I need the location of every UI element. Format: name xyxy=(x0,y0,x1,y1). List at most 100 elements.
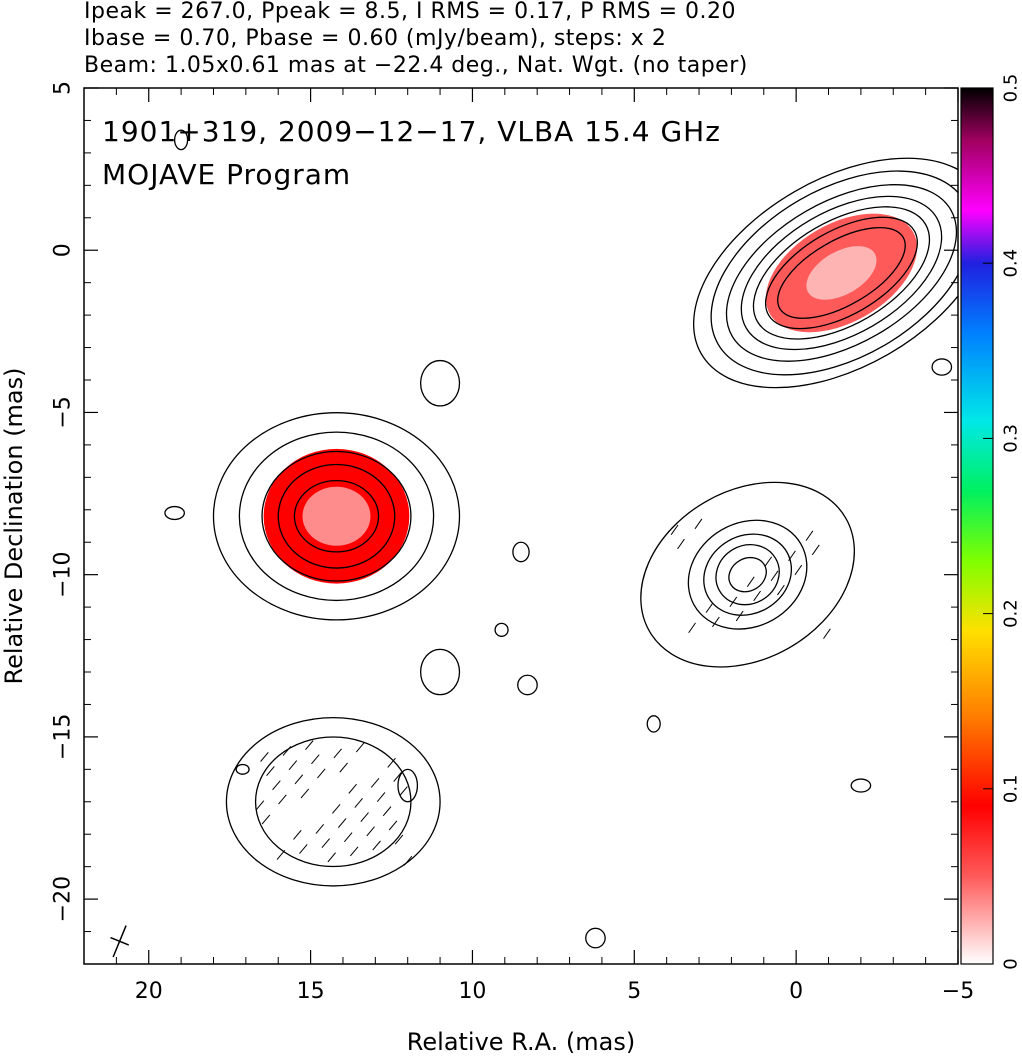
intensity-contours xyxy=(110,129,958,958)
contour-core-6 xyxy=(692,157,958,389)
contour-core-3 xyxy=(740,195,943,351)
isolated-contour-12 xyxy=(397,768,419,803)
evpa-stick-knot-C-36 xyxy=(355,742,365,753)
evpa-stick-knot-C-35 xyxy=(261,814,271,825)
isolated-contour-1 xyxy=(420,648,461,696)
isolated-contour-6 xyxy=(512,541,530,563)
evpa-stick-knot-B-14 xyxy=(794,564,803,576)
evpa-stick-knot-C-24 xyxy=(272,780,281,791)
y-tick-label: −10 xyxy=(51,551,76,597)
evpa-stick-knot-C-29 xyxy=(294,774,304,785)
y-tick-label: −15 xyxy=(51,714,76,760)
evpa-stick-knot-C-6 xyxy=(370,777,380,788)
evpa-stick-knot-C-17 xyxy=(360,812,369,823)
isolated-contour-7 xyxy=(494,622,509,637)
program-annotation: MOJAVE Program xyxy=(102,158,351,191)
evpa-stick-knot-C-5 xyxy=(276,850,286,860)
contour-knot-A-3 xyxy=(238,431,435,602)
evpa-stick-knot-C-11 xyxy=(393,772,402,782)
y-tick-label: −5 xyxy=(51,396,76,428)
evpa-stick-knot-C-7 xyxy=(315,824,325,834)
source-annotation: 1901+319, 2009−12−17, VLBA 15.4 GHz xyxy=(102,115,721,148)
isolated-contour-0 xyxy=(420,359,461,407)
evpa-stick-knot-C-33 xyxy=(372,840,381,851)
evpa-stick-knot-C-27 xyxy=(255,800,265,811)
evpa-stick-knot-C-25 xyxy=(366,826,375,837)
evpa-stick-knot-C-13 xyxy=(282,746,292,756)
contour-knot-C-1 xyxy=(225,716,441,887)
isolated-contour-9 xyxy=(585,927,606,949)
x-tick-label: 20 xyxy=(135,979,163,1004)
pol-core-knot-A xyxy=(302,486,371,546)
plot-frame xyxy=(83,87,959,965)
evpa-stick-knot-C-37 xyxy=(300,788,310,799)
contour-knot-A-1 xyxy=(277,463,396,569)
colorbar-tick-label: 0.4 xyxy=(1000,249,1021,278)
x-tick-label: 10 xyxy=(458,979,486,1004)
colorbar-tick-label: 0 xyxy=(1000,958,1021,969)
header-line-2: Ibase = 0.70, Pbase = 0.60 (mJy/beam), s… xyxy=(84,26,667,51)
evpa-stick-knot-C-8 xyxy=(260,751,269,762)
colorbar-gradient xyxy=(960,87,994,965)
contour-knot-B-4 xyxy=(640,481,856,668)
contour-knot-B-1 xyxy=(715,544,780,606)
evpa-stick-knot-C-3 xyxy=(387,757,396,768)
evpa-stick-knot-C-12 xyxy=(337,818,347,828)
beam-minor xyxy=(110,936,130,946)
x-tick-label: −5 xyxy=(942,979,974,1004)
evpa-stick-knot-B-3 xyxy=(805,530,814,541)
evpa-stick-knot-C-15 xyxy=(321,838,331,849)
evpa-stick-knot-B-0 xyxy=(823,628,831,639)
evpa-stick-knot-C-2 xyxy=(293,829,302,840)
evpa-stick-knot-C-31 xyxy=(333,748,342,759)
evpa-stick-knot-C-16 xyxy=(266,766,275,776)
evpa-stick-knot-C-26 xyxy=(311,754,320,765)
isolated-contour-10 xyxy=(850,778,872,793)
evpa-stick-knot-C-34 xyxy=(317,768,326,779)
axis-ticks: 20 15 10 5 0 −5 5 0 −5 −10 −15 −20 xyxy=(51,81,975,1004)
evpa-stick-knot-C-0 xyxy=(403,855,413,866)
evpa-stick-knot-C-32 xyxy=(278,794,287,805)
contour-knot-A-2 xyxy=(261,450,412,582)
evpa-stick-knot-C-30 xyxy=(388,820,398,831)
contour-core-1 xyxy=(764,216,918,330)
evpa-stick-knot-C-21 xyxy=(288,760,298,771)
evpa-stick-knot-C-22 xyxy=(382,806,392,817)
evpa-stick-knot-B-10 xyxy=(712,616,720,628)
pol-core-core xyxy=(806,246,877,300)
contour-core-0 xyxy=(777,226,906,319)
evpa-stick-knot-B-13 xyxy=(694,518,703,530)
isolated-contour-5 xyxy=(235,763,250,775)
evpa-stick-knot-C-28 xyxy=(349,846,359,857)
header-line-1: Ipeak = 267.0, Ppeak = 8.5, I RMS = 0.17… xyxy=(84,0,736,24)
contour-core-4 xyxy=(725,184,958,362)
colorbar-tick-label: 0.3 xyxy=(1000,424,1021,453)
x-axis-label: Relative R.A. (mas) xyxy=(407,1028,635,1056)
evpa-stick-knot-C-20 xyxy=(343,832,353,843)
contour-core-2 xyxy=(752,206,931,340)
isolated-contour-11 xyxy=(931,358,953,376)
evpa-stick-knot-B-11 xyxy=(811,544,820,556)
colorbar-tick-label: 0.1 xyxy=(1000,774,1021,803)
isolated-contour-4 xyxy=(164,505,185,521)
evpa-stick-knot-C-38 xyxy=(394,834,404,845)
contour-knot-B-0 xyxy=(728,556,767,593)
evpa-stick-knot-B-5 xyxy=(688,622,696,634)
evpa-stick-knot-B-17 xyxy=(777,584,785,596)
evpa-stick-knot-B-12 xyxy=(753,590,761,602)
x-tick-label: 5 xyxy=(627,979,641,1004)
contour-knot-B-2 xyxy=(703,533,793,616)
colorbar-tick-label: 0.5 xyxy=(1000,74,1021,103)
evpa-stick-knot-C-1 xyxy=(348,783,357,794)
contour-knot-A-0 xyxy=(293,480,380,553)
colorbar-tick-label: 0.2 xyxy=(1000,599,1021,628)
y-axis-label: Relative Declination (mas) xyxy=(0,367,28,684)
y-tick-label: 5 xyxy=(51,81,76,95)
evpa-stick-knot-C-9 xyxy=(354,798,363,808)
y-tick-label: 0 xyxy=(51,243,76,257)
evpa-stick-knot-C-14 xyxy=(376,792,386,802)
evpa-stick-knot-B-8 xyxy=(670,524,679,535)
contour-core-5 xyxy=(710,170,958,376)
evpa-stick-knot-B-4 xyxy=(746,576,755,587)
